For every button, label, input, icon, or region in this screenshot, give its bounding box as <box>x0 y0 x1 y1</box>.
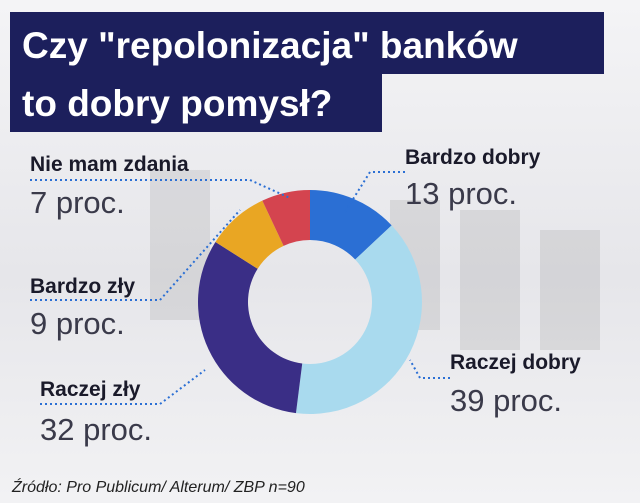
leader-line <box>30 179 291 199</box>
donut-slice <box>197 241 303 414</box>
category-label: Raczej dobry <box>450 351 581 374</box>
category-label: Raczej zły <box>40 378 141 401</box>
value-label: 9 proc. <box>30 306 125 341</box>
category-label: Bardzo dobry <box>405 146 541 169</box>
value-label: 39 proc. <box>450 383 562 418</box>
leader-line <box>344 171 405 213</box>
donut-slice <box>295 225 423 415</box>
title: to dobry pomysł? <box>22 83 332 124</box>
title-box <box>10 74 382 132</box>
value-label: 32 proc. <box>40 412 152 447</box>
category-label: Bardzo zły <box>30 275 135 298</box>
donut-slice <box>262 190 310 246</box>
donut-slice <box>215 200 284 269</box>
source: Źródło: Pro Publicum/ Alterum/ ZBP n=90 <box>11 477 305 496</box>
category-label: Nie mam zdania <box>30 153 189 176</box>
value-label: 7 proc. <box>30 185 125 220</box>
title: Czy "repolonizacja" banków <box>22 25 518 66</box>
leader-line <box>409 359 450 379</box>
donut-slice <box>310 190 392 260</box>
title-box <box>10 12 604 74</box>
leader-line <box>30 209 241 301</box>
leader-line <box>40 369 206 405</box>
value-label: 13 proc. <box>405 176 517 211</box>
